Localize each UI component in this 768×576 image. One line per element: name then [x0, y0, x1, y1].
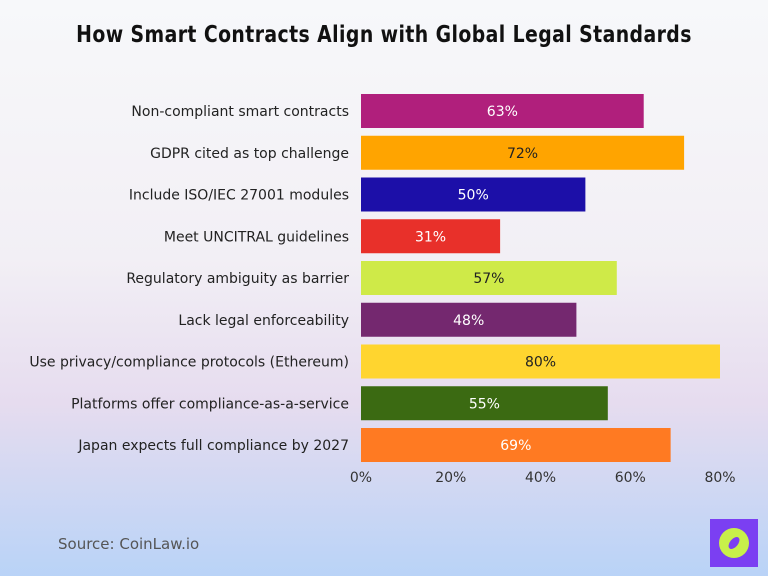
- chart-title: How Smart Contracts Align with Global Le…: [76, 22, 692, 48]
- data-label: 57%: [473, 271, 504, 287]
- category-label: Include ISO/IEC 27001 modules: [129, 188, 349, 204]
- x-tick-label: 80%: [704, 470, 735, 486]
- x-tick-label: 0%: [350, 470, 372, 486]
- category-label: Japan expects full compliance by 2027: [77, 438, 349, 454]
- bar: [361, 386, 608, 421]
- bar: [361, 177, 586, 212]
- bar: [361, 135, 685, 170]
- category-label: Non-compliant smart contracts: [131, 104, 349, 120]
- data-label: 31%: [415, 229, 446, 245]
- bar-chart: Non-compliant smart contracts 63% GDPR cit…: [29, 94, 736, 486]
- data-label: 48%: [453, 313, 484, 329]
- category-label: Regulatory ambiguity as barrier: [126, 271, 349, 287]
- coinlaw-logo: [710, 519, 758, 567]
- bar: [361, 428, 671, 462]
- bar: [361, 261, 617, 295]
- source-text: Source: CoinLaw.io: [58, 535, 200, 553]
- data-label: 50%: [458, 188, 489, 204]
- data-label: 72%: [507, 146, 538, 162]
- category-label: Use privacy/compliance protocols (Ethere…: [29, 355, 349, 371]
- x-tick-label: 60%: [615, 470, 646, 486]
- compass-icon: [719, 528, 749, 558]
- x-tick-label: 40%: [525, 470, 556, 486]
- bar: [361, 302, 577, 337]
- category-label: Platforms offer compliance-as-a-service: [71, 396, 349, 412]
- data-label: 80%: [525, 355, 556, 371]
- bar: [361, 94, 644, 128]
- bar: [361, 344, 720, 379]
- data-label: 63%: [487, 104, 518, 120]
- bar: [361, 219, 501, 254]
- x-tick-label: 20%: [435, 470, 466, 486]
- category-label: GDPR cited as top challenge: [150, 146, 349, 162]
- data-label: 55%: [469, 396, 500, 412]
- category-label: Lack legal enforceability: [178, 313, 349, 329]
- category-label: Meet UNCITRAL guidelines: [164, 229, 349, 245]
- data-label: 69%: [500, 438, 531, 454]
